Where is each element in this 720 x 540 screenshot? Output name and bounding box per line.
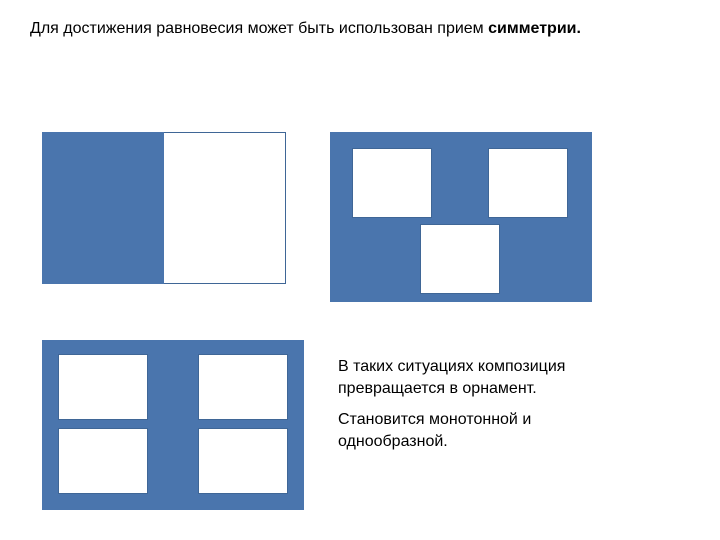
diagram-three-boxes <box>330 132 592 302</box>
slide: Для достижения равновесия может быть исп… <box>0 0 720 540</box>
heading: Для достижения равновесия может быть исп… <box>30 18 590 40</box>
diagram-a-left-fill <box>42 132 164 284</box>
diagram-four-boxes <box>42 340 304 510</box>
heading-bold: симметрии. <box>488 20 581 37</box>
heading-plain: Для достижения равновесия может быть исп… <box>30 20 488 37</box>
body-text: В таких ситуациях композиция превращаетс… <box>338 356 638 462</box>
body-text-p1: В таких ситуациях композиция превращаетс… <box>338 356 638 399</box>
diagram-c-box <box>58 428 148 494</box>
diagram-c-box <box>198 354 288 420</box>
diagram-c-box <box>58 354 148 420</box>
body-text-p2: Становится монотонной и однообразной. <box>338 409 638 452</box>
diagram-b-box <box>420 224 500 294</box>
diagram-half-split <box>42 132 286 284</box>
diagram-b-box <box>352 148 432 218</box>
diagram-b-box <box>488 148 568 218</box>
diagram-c-box <box>198 428 288 494</box>
